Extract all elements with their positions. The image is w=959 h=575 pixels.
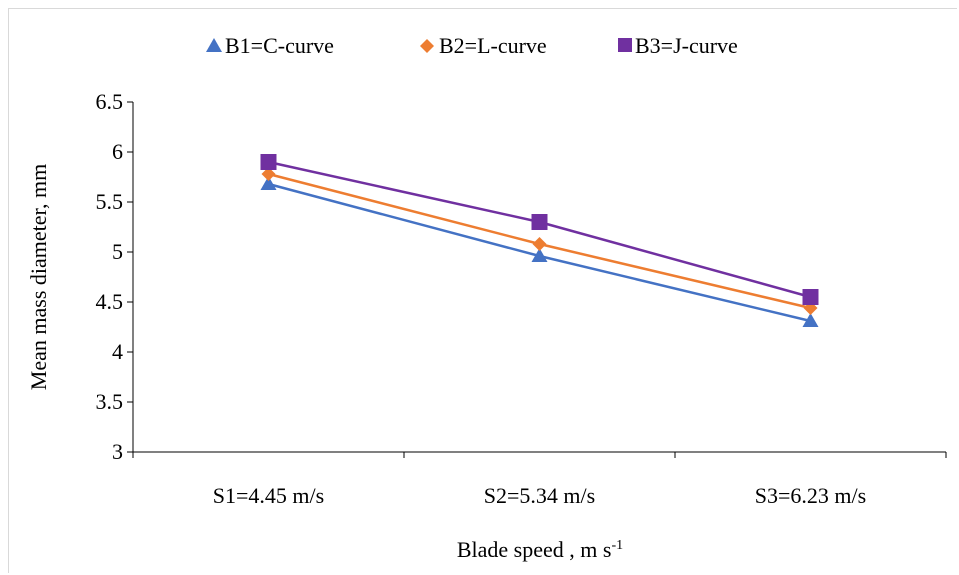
legend-marker-b3	[618, 38, 632, 52]
legend-label-b1: B1=C-curve	[225, 33, 334, 58]
y-tick-label: 6	[112, 139, 123, 164]
x-tick-label: S3=6.23 m/s	[755, 483, 866, 508]
y-tick-label: 3.5	[96, 389, 124, 414]
data-point-b3-2	[531, 214, 548, 230]
y-tick-label: 4.5	[96, 289, 124, 314]
legend-item-b2: B2=L-curve	[420, 33, 547, 58]
x-axis-title: Blade speed , m s-1	[457, 537, 623, 562]
x-tick-label: S2=5.34 m/s	[484, 483, 595, 508]
data-point-b3-3	[802, 289, 819, 305]
y-tick-label: 6.5	[96, 89, 124, 114]
data-point-b1-2	[531, 248, 548, 262]
y-ticks: 3 3.5 4 4.5 5 5.5 6 6.5	[96, 89, 133, 464]
legend-marker-b2	[420, 39, 434, 53]
x-axis-title-superscript: -1	[611, 538, 623, 553]
series-layer	[260, 154, 819, 327]
x-axis-title-main: Blade speed , m s	[457, 537, 612, 562]
legend-label-b2: B2=L-curve	[439, 33, 547, 58]
x-ticks: S1=4.45 m/s S2=5.34 m/s S3=6.23 m/s	[132, 452, 947, 508]
x-tick-label: S1=4.45 m/s	[213, 483, 324, 508]
legend-item-b3: B3=J-curve	[618, 33, 738, 58]
y-tick-label: 5.5	[96, 189, 124, 214]
y-tick-label: 5	[112, 239, 123, 264]
data-point-b2-2	[532, 237, 547, 251]
y-axis-title: Mean mass diameter, mm	[26, 164, 51, 390]
legend-label-b3: B3=J-curve	[635, 33, 738, 58]
y-tick-label: 4	[112, 339, 123, 364]
chart-frame	[8, 8, 957, 573]
legend-marker-b1	[206, 38, 222, 52]
data-point-b1-3	[802, 313, 819, 327]
data-point-b2-1	[261, 167, 276, 181]
y-tick-label: 3	[112, 439, 123, 464]
legend-item-b1: B1=C-curve	[206, 33, 334, 58]
legend: B1=C-curve B2=L-curve B3=J-curve	[206, 33, 738, 58]
data-point-b3-1	[260, 154, 277, 170]
data-point-b1-1	[260, 176, 277, 190]
